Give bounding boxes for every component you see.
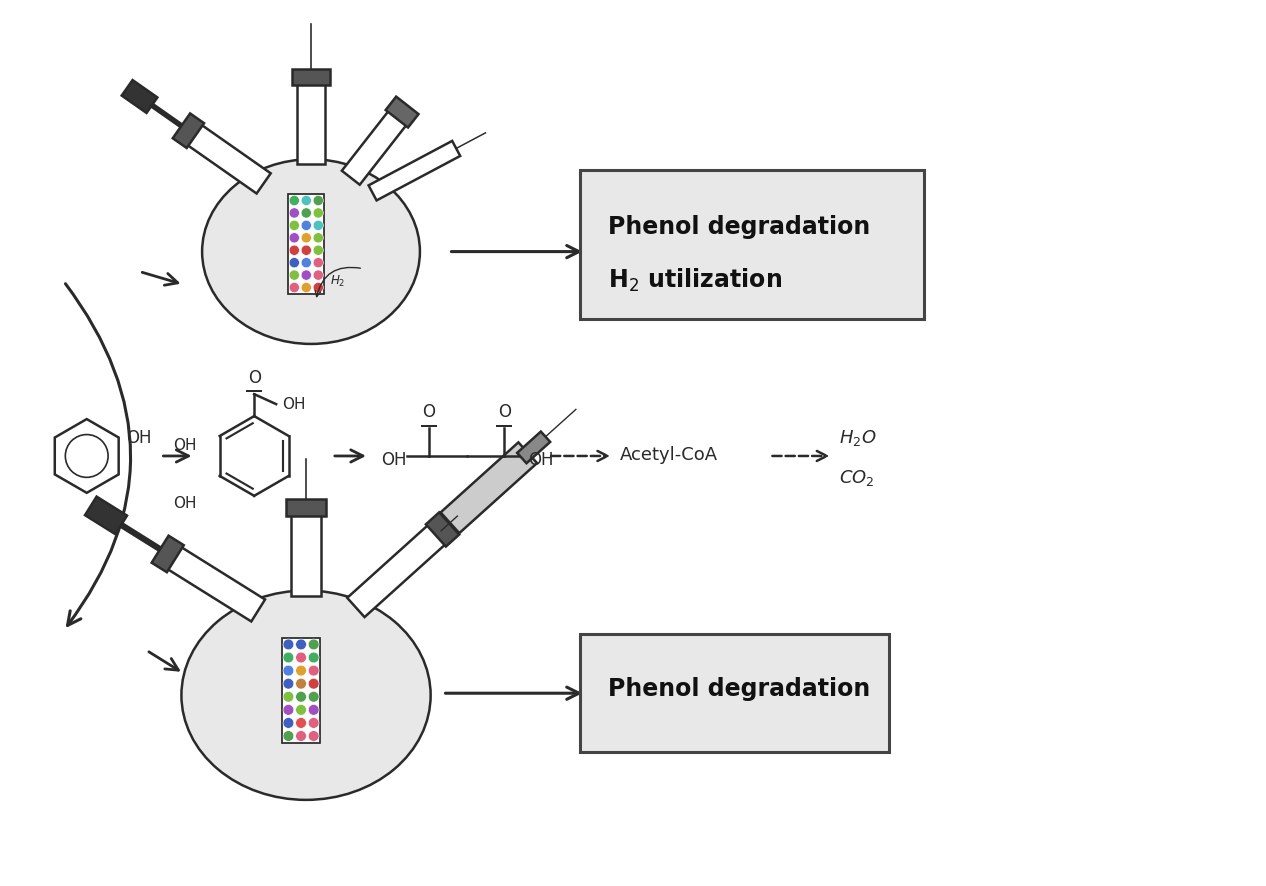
- Circle shape: [296, 691, 306, 702]
- Circle shape: [309, 652, 319, 663]
- Polygon shape: [182, 121, 271, 193]
- Polygon shape: [286, 499, 325, 516]
- Circle shape: [313, 233, 323, 243]
- Circle shape: [289, 221, 299, 230]
- Circle shape: [284, 691, 294, 702]
- Ellipse shape: [181, 591, 430, 800]
- Polygon shape: [122, 80, 157, 113]
- Circle shape: [289, 196, 299, 206]
- Polygon shape: [296, 81, 325, 164]
- Text: O: O: [248, 369, 261, 387]
- Circle shape: [289, 208, 299, 218]
- Text: Phenol degradation: Phenol degradation: [608, 677, 870, 701]
- Polygon shape: [425, 512, 460, 547]
- Circle shape: [301, 208, 311, 218]
- Circle shape: [309, 704, 319, 715]
- Circle shape: [289, 245, 299, 255]
- FancyBboxPatch shape: [580, 634, 889, 752]
- Circle shape: [313, 270, 323, 280]
- Ellipse shape: [203, 159, 420, 344]
- Bar: [289, 194, 324, 294]
- Circle shape: [313, 208, 323, 218]
- Circle shape: [296, 718, 306, 728]
- Polygon shape: [152, 536, 184, 572]
- Circle shape: [309, 718, 319, 728]
- Circle shape: [301, 221, 311, 230]
- FancyBboxPatch shape: [580, 170, 924, 319]
- Circle shape: [313, 196, 323, 206]
- Polygon shape: [347, 521, 449, 618]
- Circle shape: [289, 283, 299, 292]
- Circle shape: [296, 652, 306, 663]
- Polygon shape: [172, 113, 204, 148]
- Circle shape: [309, 679, 319, 689]
- Circle shape: [309, 691, 319, 702]
- Text: OH: OH: [173, 496, 196, 511]
- Text: O: O: [498, 403, 511, 421]
- Circle shape: [301, 196, 311, 206]
- Polygon shape: [517, 431, 551, 463]
- Circle shape: [284, 731, 294, 742]
- Circle shape: [313, 245, 323, 255]
- Polygon shape: [291, 511, 322, 595]
- Circle shape: [296, 731, 306, 742]
- Circle shape: [309, 665, 319, 676]
- Circle shape: [289, 258, 299, 268]
- Text: OH: OH: [173, 439, 196, 454]
- Circle shape: [313, 283, 323, 292]
- Circle shape: [296, 679, 306, 689]
- Polygon shape: [292, 69, 330, 85]
- Polygon shape: [85, 496, 127, 534]
- Circle shape: [284, 652, 294, 663]
- Circle shape: [296, 665, 306, 676]
- Text: Phenol degradation: Phenol degradation: [608, 214, 870, 238]
- Polygon shape: [441, 442, 537, 533]
- FancyArrowPatch shape: [66, 284, 130, 626]
- Circle shape: [296, 704, 306, 715]
- Circle shape: [289, 233, 299, 243]
- Text: OH: OH: [282, 397, 305, 412]
- Text: H$_2$ utilization: H$_2$ utilization: [608, 267, 782, 294]
- Circle shape: [313, 258, 323, 268]
- Text: $CO_2$: $CO_2$: [839, 468, 875, 488]
- Polygon shape: [162, 544, 265, 621]
- Bar: [282, 638, 320, 742]
- Circle shape: [301, 270, 311, 280]
- Circle shape: [284, 718, 294, 728]
- Text: $H_2O$: $H_2O$: [839, 428, 877, 448]
- Circle shape: [313, 221, 323, 230]
- Circle shape: [296, 639, 306, 649]
- Polygon shape: [342, 111, 406, 184]
- Circle shape: [309, 731, 319, 742]
- Circle shape: [289, 270, 299, 280]
- Circle shape: [284, 679, 294, 689]
- Polygon shape: [368, 141, 460, 200]
- Text: OH: OH: [381, 451, 406, 469]
- Polygon shape: [386, 97, 419, 128]
- Circle shape: [301, 258, 311, 268]
- Circle shape: [301, 283, 311, 292]
- Text: O: O: [422, 403, 436, 421]
- Circle shape: [284, 704, 294, 715]
- Circle shape: [301, 233, 311, 243]
- Circle shape: [309, 639, 319, 649]
- Text: $H_2$: $H_2$: [330, 275, 346, 290]
- Circle shape: [284, 665, 294, 676]
- Text: OH: OH: [528, 451, 553, 469]
- Circle shape: [301, 245, 311, 255]
- Circle shape: [284, 639, 294, 649]
- Text: OH: OH: [127, 429, 152, 447]
- Text: Acetyl-CoA: Acetyl-CoA: [620, 446, 718, 464]
